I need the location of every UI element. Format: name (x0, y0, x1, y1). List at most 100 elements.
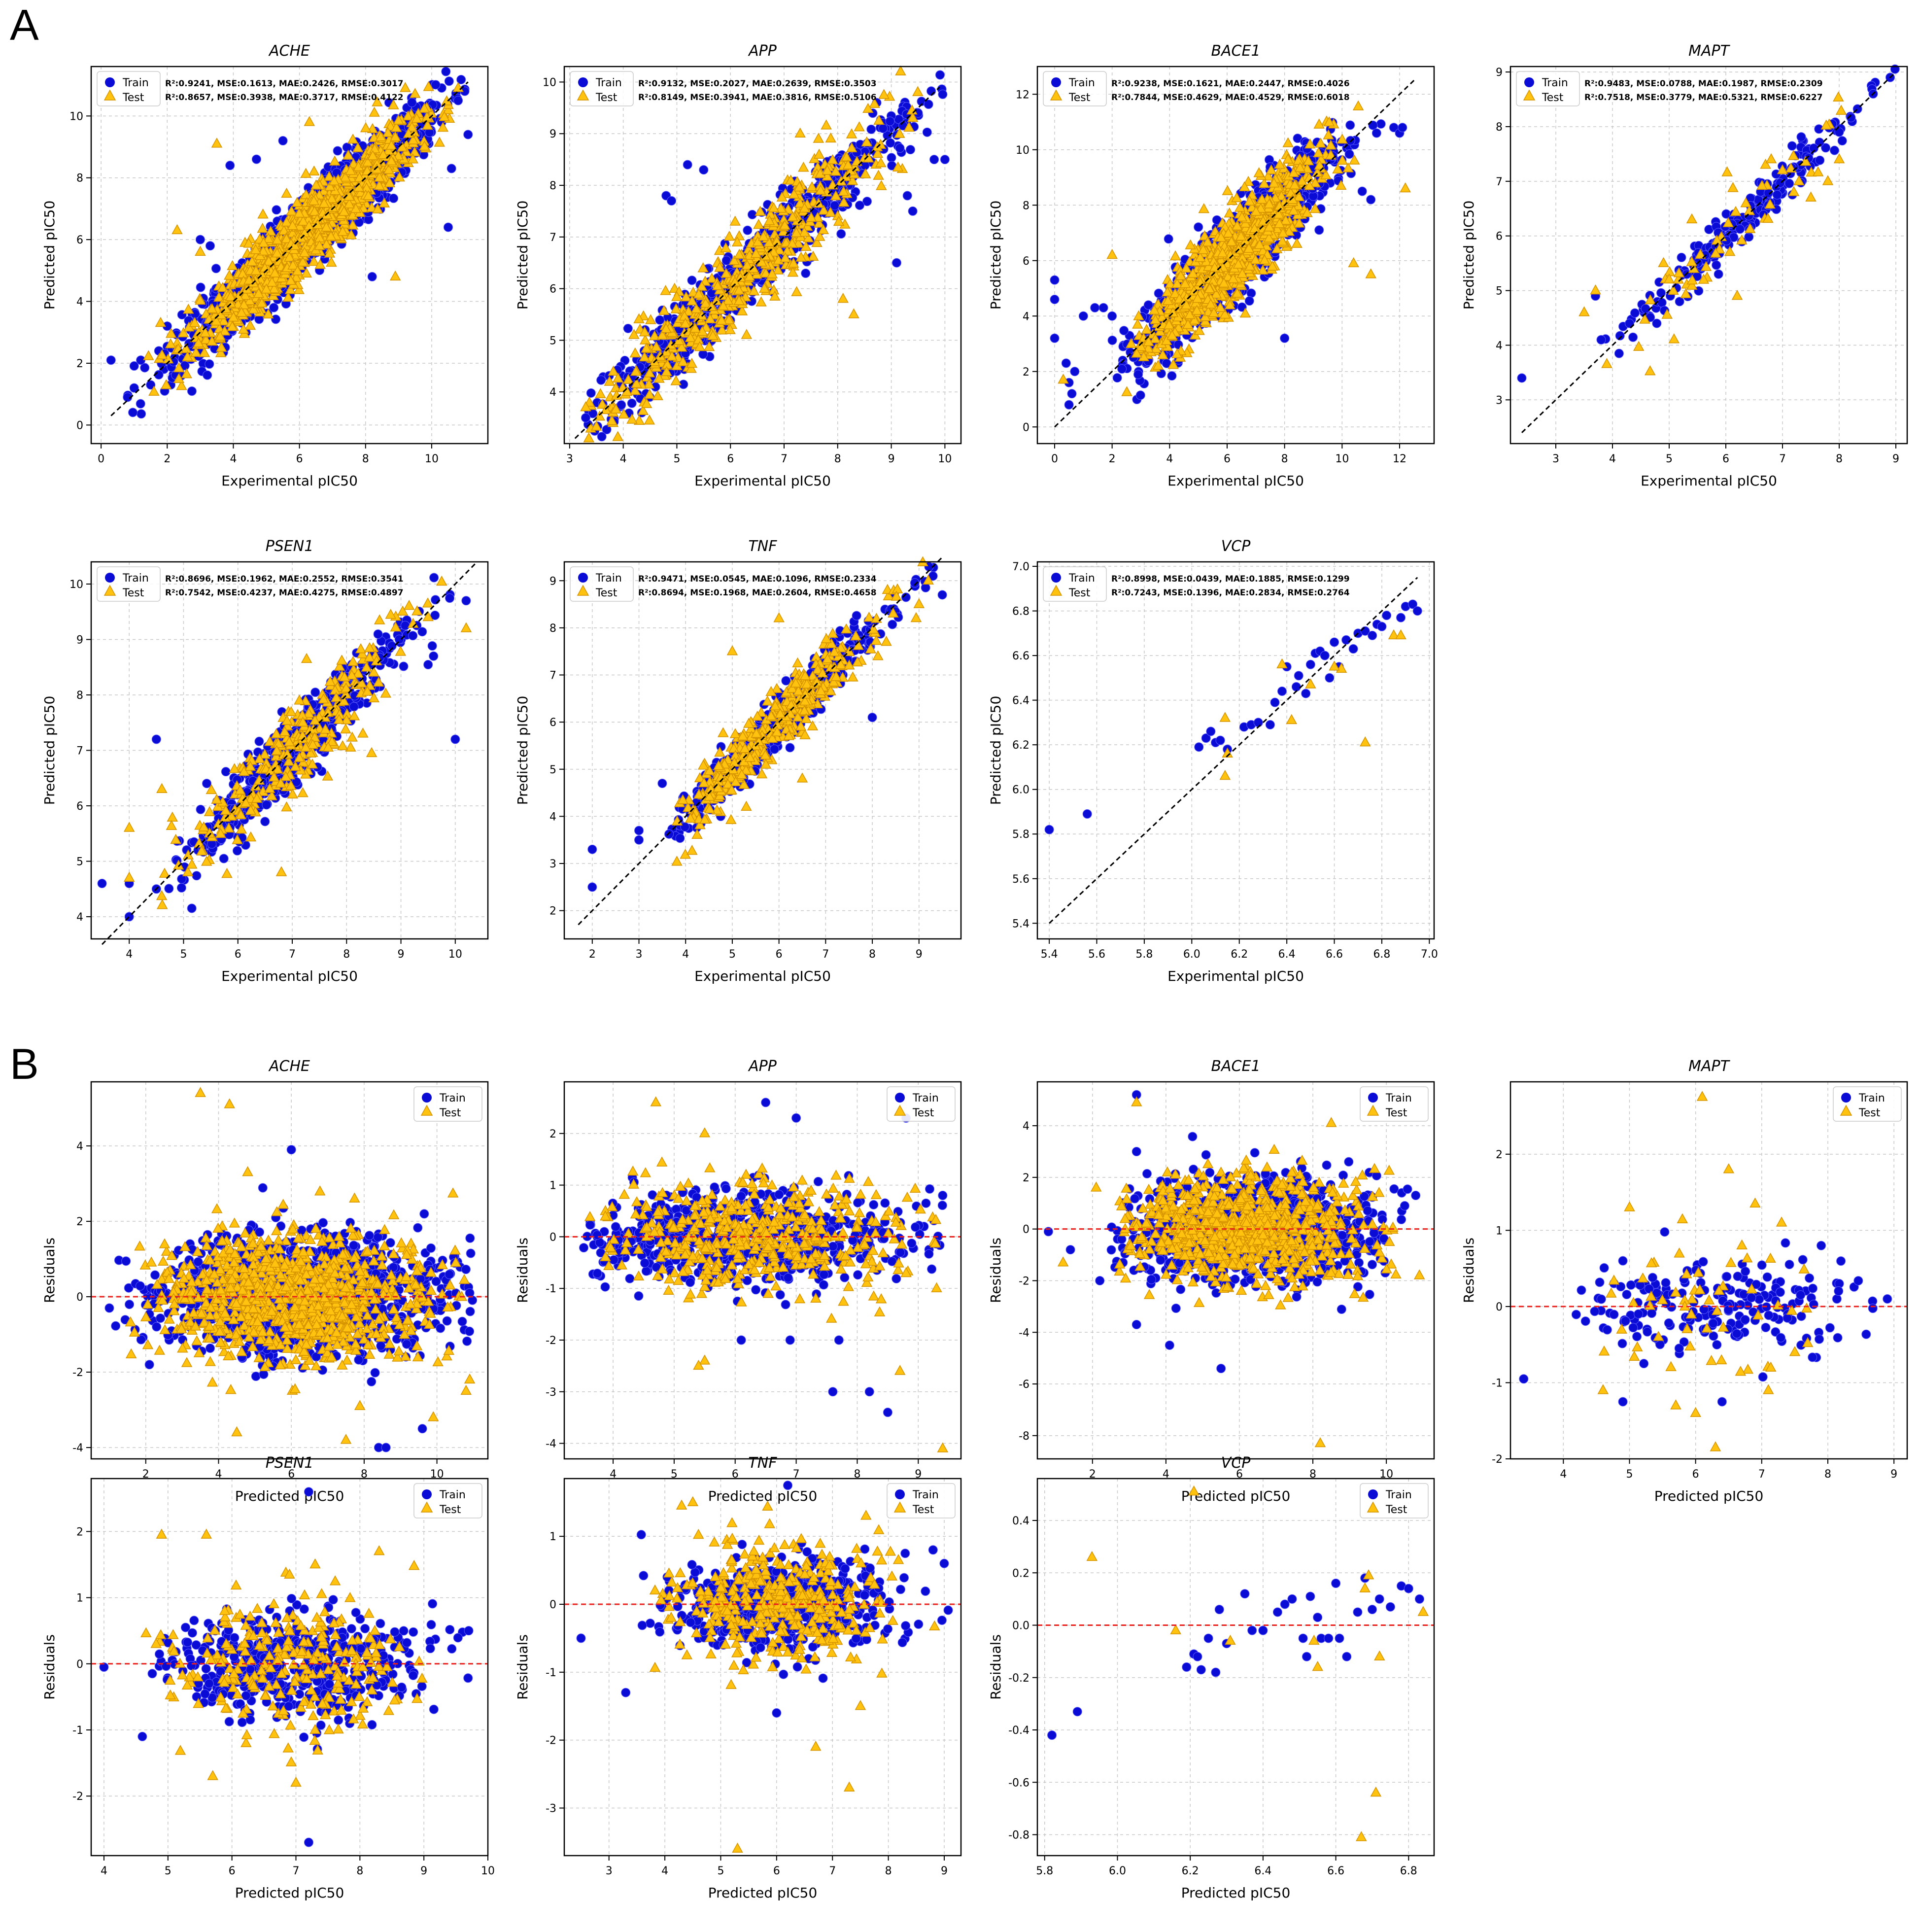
train-point (464, 130, 473, 139)
train-point (1136, 391, 1145, 400)
test-point (756, 297, 766, 306)
train-point (444, 223, 453, 232)
test-metrics: R²:0.8657, MSE:0.3938, MAE:0.3717, RMSE:… (165, 93, 404, 103)
y-tick-label: 6 (549, 283, 556, 296)
train-point (1245, 297, 1254, 306)
train-point (903, 191, 912, 200)
test-point (855, 122, 864, 131)
test-metrics: R²:0.8149, MSE:0.3941, MAE:0.3816, RMSE:… (638, 93, 877, 103)
train-point (936, 70, 945, 79)
legend-train-marker (105, 77, 115, 87)
train-point (1376, 119, 1385, 128)
test-point (724, 232, 734, 241)
y-tick-label: 5 (549, 335, 556, 347)
train-point (582, 414, 590, 422)
x-tick-label: 8 (1281, 453, 1288, 465)
train-point (879, 124, 888, 133)
train-point (454, 96, 463, 105)
train-point (343, 143, 351, 152)
y-tick-label: 2 (76, 358, 83, 370)
x-tick-label: 5 (673, 453, 680, 465)
train-point (906, 145, 915, 154)
x-tick-label: 6 (727, 453, 734, 465)
test-point (730, 216, 740, 225)
test-point (143, 351, 153, 360)
x-axis-label: Experimental pIC50 (221, 473, 358, 489)
train-point (1108, 336, 1117, 345)
test-point (156, 317, 166, 326)
x-tick-label: 0 (1051, 453, 1058, 465)
train-point (892, 258, 901, 267)
train-point (137, 410, 146, 418)
x-tick-label: 3 (566, 453, 573, 465)
train-point (886, 117, 894, 126)
x-tick-label: 10 (425, 453, 439, 465)
test-point (410, 89, 420, 98)
train-point (801, 269, 810, 277)
train-point (1134, 370, 1143, 379)
train-point (206, 242, 215, 250)
test-point (814, 149, 824, 158)
train-point (586, 388, 595, 397)
x-tick-label: 9 (888, 453, 895, 465)
train-point (867, 125, 876, 134)
train-point (1315, 226, 1324, 235)
x-tick-label: 8 (834, 453, 841, 465)
train-point (431, 80, 440, 89)
test-point (874, 171, 884, 179)
train-point (1346, 121, 1355, 130)
y-tick-label: 4 (1023, 310, 1029, 323)
train-point (272, 206, 281, 214)
train-point (408, 98, 416, 107)
x-tick-label: 7 (781, 453, 788, 465)
train-point (129, 408, 137, 417)
legend-test-label: Test (595, 92, 617, 104)
test-point (330, 156, 340, 165)
train-point (830, 201, 839, 210)
train-point (196, 235, 205, 244)
train-point (211, 264, 220, 273)
train-metrics: R²:0.9241, MSE:0.1613, MAE:0.2426, RMSE:… (165, 79, 404, 89)
train-point (368, 272, 377, 281)
train-point (205, 360, 214, 369)
test-point (309, 166, 319, 175)
legend: Train Test R²:0.9132, MSE:0.2027, MAE:0.26… (570, 71, 877, 106)
train-point (278, 136, 287, 145)
legend-train-label: Train (595, 77, 622, 89)
y-tick-label: 0 (1023, 421, 1029, 434)
y-tick-label: 4 (76, 296, 83, 309)
x-tick-label: 4 (1166, 453, 1173, 465)
train-point (699, 166, 708, 174)
train-point (1345, 150, 1354, 159)
test-point (172, 225, 182, 234)
train-point (447, 164, 456, 173)
train-point (1247, 289, 1256, 298)
train-point (1167, 372, 1176, 380)
train-point (196, 283, 205, 292)
train-point (272, 315, 280, 324)
test-point (795, 128, 805, 137)
train-point (886, 138, 895, 147)
x-tick-label: 10 (938, 453, 952, 465)
test-point (390, 271, 400, 280)
train-point (655, 315, 664, 324)
y-tick-label: 10 (69, 110, 83, 123)
legend-test-label: Test (122, 92, 144, 104)
train-point (623, 324, 632, 333)
train-point (597, 432, 606, 441)
train-metrics: R²:0.9132, MSE:0.2027, MAE:0.2639, RMSE:… (638, 79, 877, 89)
y-tick-label: 4 (549, 386, 556, 399)
test-point (734, 231, 744, 240)
y-axis-label: Predicted pIC50 (41, 201, 58, 310)
legend-train-marker (578, 77, 588, 87)
x-axis-label: Experimental pIC50 (694, 473, 831, 489)
y-tick-label: 2 (1023, 366, 1029, 379)
train-point (1144, 301, 1153, 310)
train-point (895, 144, 904, 153)
train-point (1113, 374, 1122, 382)
train-point (627, 399, 636, 408)
train-point (1164, 235, 1173, 243)
chart-title: ACHE (268, 42, 310, 60)
test-point (645, 415, 654, 424)
